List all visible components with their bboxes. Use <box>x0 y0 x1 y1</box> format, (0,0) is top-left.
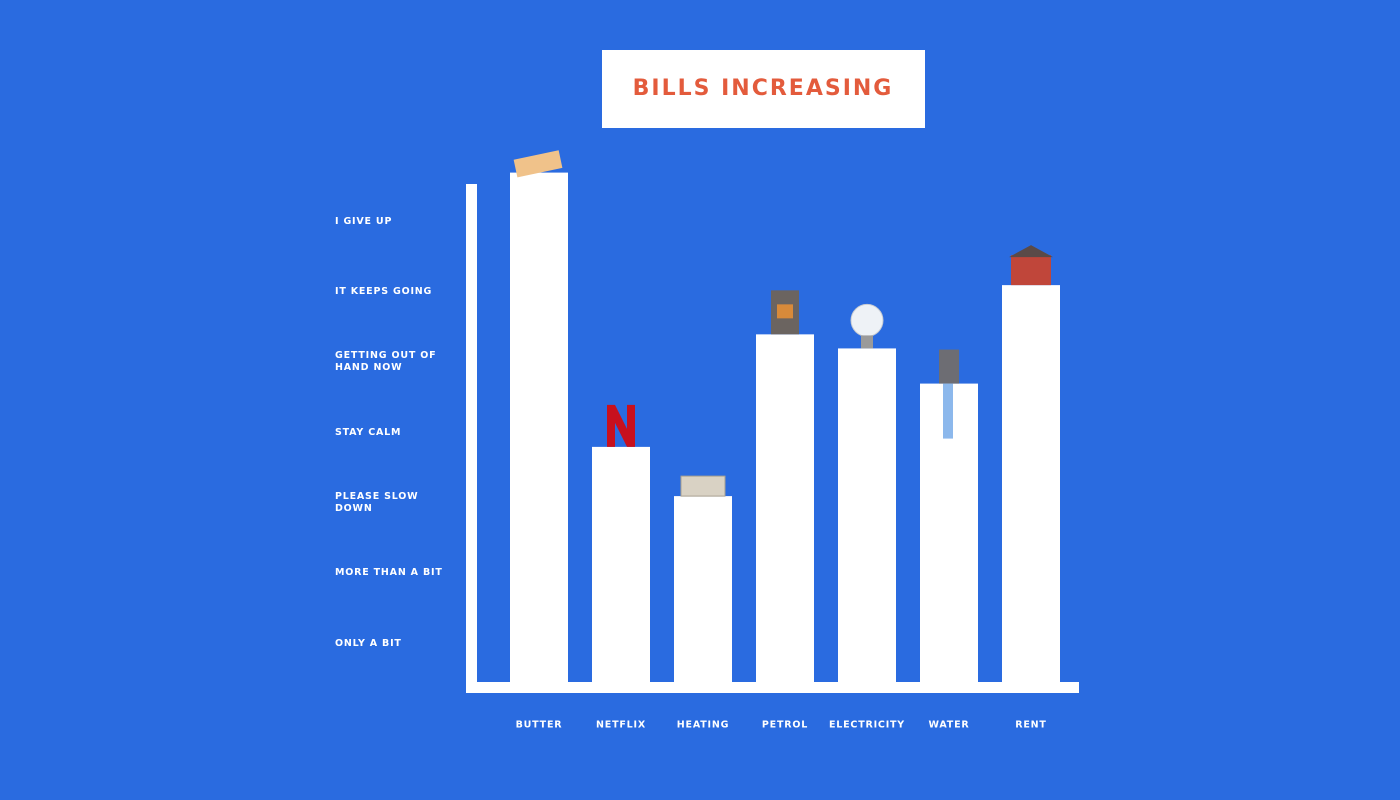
icon <box>771 290 799 335</box>
icon <box>607 404 635 447</box>
tap-icon <box>939 349 959 384</box>
icon <box>680 475 726 497</box>
y-tick-label: IT KEEPS GOING <box>335 286 433 298</box>
title-box <box>602 50 925 128</box>
icon <box>513 150 563 178</box>
x-tick-label: BUTTER <box>516 720 563 731</box>
pump-panel <box>777 304 793 319</box>
bulb-icon <box>850 303 884 337</box>
x-tick-label: RENT <box>1015 720 1046 731</box>
icon <box>1009 245 1053 286</box>
x-tick-label: HEATING <box>677 720 729 731</box>
netflix-icon <box>607 404 635 447</box>
bar <box>592 446 650 686</box>
house-icon <box>1011 255 1051 286</box>
water-stream <box>943 383 953 439</box>
y-tick-label: PLEASE SLOW DOWN <box>335 491 419 515</box>
y-axis <box>466 184 477 692</box>
x-tick-label: NETFLIX <box>596 720 646 731</box>
radiator-icon <box>680 475 726 497</box>
icon <box>850 303 884 349</box>
bar <box>510 172 568 686</box>
x-tick-label: PETROL <box>762 720 808 731</box>
icon <box>939 349 959 439</box>
y-tick-label: I GIVE UP <box>335 215 393 227</box>
bar <box>838 348 896 686</box>
bar <box>756 334 814 686</box>
y-tick-label: GETTING OUT OF HAND NOW <box>335 350 437 374</box>
y-tick-label: MORE THAN A BIT <box>335 567 443 579</box>
bar <box>1002 285 1060 686</box>
bar <box>674 496 732 686</box>
house-roof <box>1009 245 1053 258</box>
y-tick-label: ONLY A BIT <box>335 637 402 649</box>
y-tick-label: STAY CALM <box>335 426 402 438</box>
chart-title: BILLS INCREASING <box>633 76 894 101</box>
bulb-base <box>861 335 873 349</box>
x-tick-label: WATER <box>929 720 970 731</box>
x-axis <box>466 682 1079 693</box>
x-tick-label: ELECTRICITY <box>829 720 905 731</box>
butter-icon <box>513 150 563 178</box>
